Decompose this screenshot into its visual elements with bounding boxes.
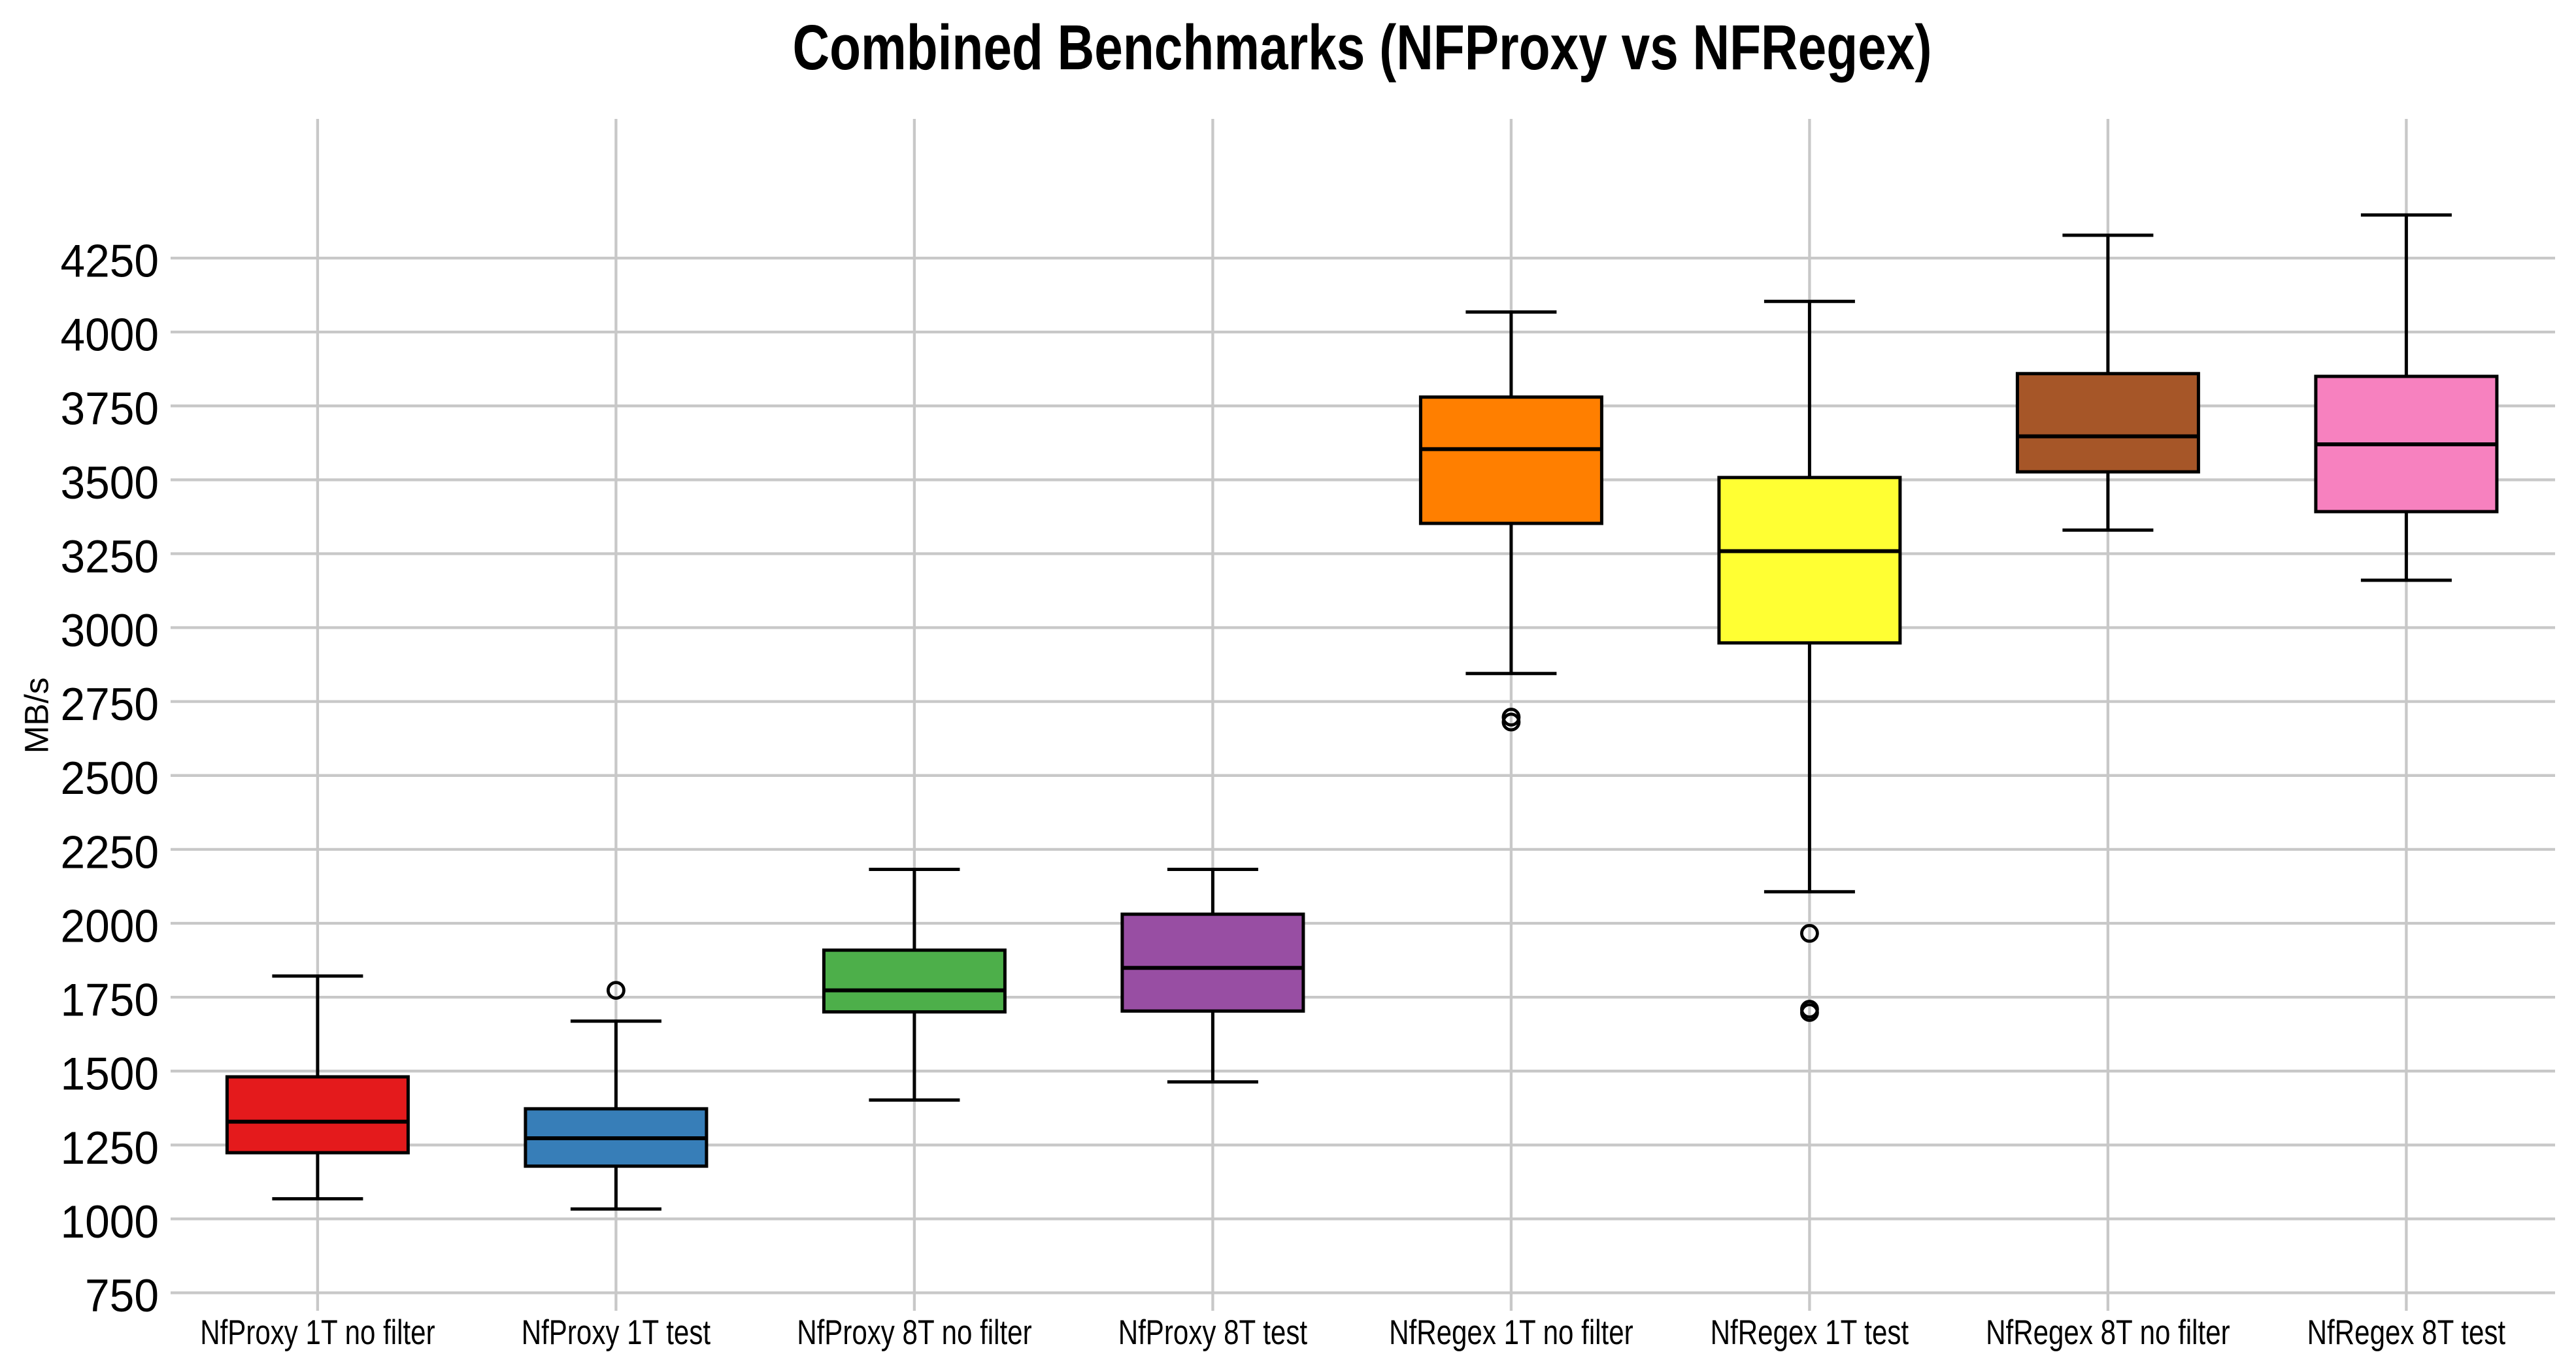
svg-text:1750: 1750 <box>61 974 159 1026</box>
svg-text:4000: 4000 <box>61 309 159 361</box>
svg-text:3000: 3000 <box>61 604 159 656</box>
svg-text:1500: 1500 <box>61 1048 159 1100</box>
svg-text:2000: 2000 <box>61 900 159 952</box>
svg-text:3250: 3250 <box>61 531 159 582</box>
svg-text:4250: 4250 <box>61 235 159 287</box>
svg-text:NfProxy 1T no filter: NfProxy 1T no filter <box>200 1313 435 1352</box>
svg-text:NfRegex 8T no filter: NfRegex 8T no filter <box>1986 1313 2230 1352</box>
svg-text:1250: 1250 <box>61 1122 159 1174</box>
svg-text:NfProxy 8T no filter: NfProxy 8T no filter <box>797 1313 1031 1352</box>
svg-text:2500: 2500 <box>61 752 159 804</box>
svg-text:NfProxy 8T test: NfProxy 8T test <box>1118 1313 1308 1352</box>
svg-text:1000: 1000 <box>61 1196 159 1247</box>
svg-text:2250: 2250 <box>61 826 159 878</box>
svg-text:MB/s: MB/s <box>18 678 56 754</box>
svg-text:NfRegex 8T test: NfRegex 8T test <box>2307 1313 2506 1352</box>
svg-text:NfRegex 1T no filter: NfRegex 1T no filter <box>1389 1313 1633 1352</box>
svg-text:2750: 2750 <box>61 678 159 730</box>
svg-text:3500: 3500 <box>61 457 159 508</box>
svg-text:NfProxy 1T test: NfProxy 1T test <box>522 1313 711 1352</box>
svg-text:Combined Benchmarks (NFProxy v: Combined Benchmarks (NFProxy vs NFRegex) <box>793 12 1932 83</box>
svg-text:750: 750 <box>85 1270 159 1321</box>
svg-text:3750: 3750 <box>61 383 159 435</box>
svg-text:NfRegex 1T test: NfRegex 1T test <box>1711 1313 1909 1352</box>
